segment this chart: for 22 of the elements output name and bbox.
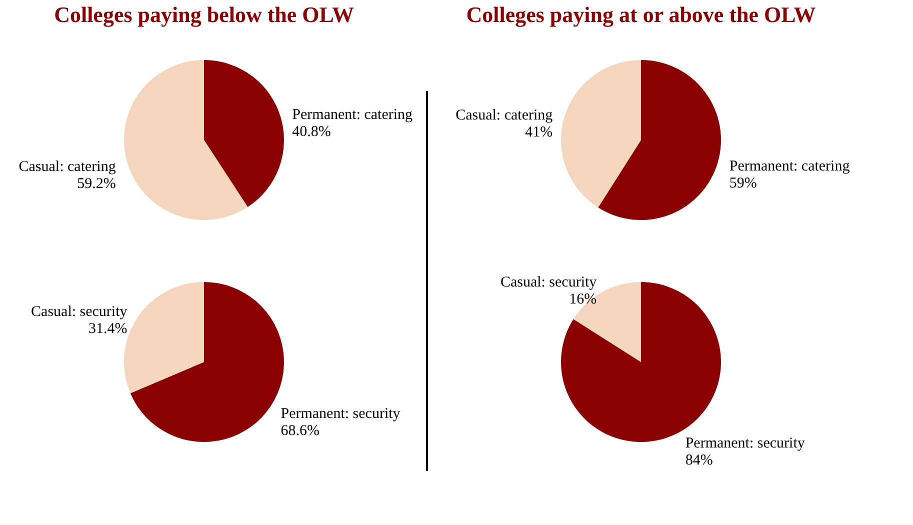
- data-label: 41%: [525, 124, 553, 140]
- chart-title: Colleges paying at or above the OLW: [466, 2, 816, 27]
- slice-label: Casual: catering: [18, 159, 116, 176]
- data-label: 31.4%: [88, 321, 128, 338]
- pie-slice: [598, 60, 721, 220]
- slice-label: Casual: security: [500, 274, 598, 290]
- slice-label: Permanent: security: [280, 406, 401, 422]
- pie-slice: [124, 60, 248, 220]
- data-label: 40.8%: [292, 124, 331, 140]
- pie-slice: [204, 60, 284, 207]
- slice-label: Casual: catering: [456, 107, 554, 124]
- slice-label: Permanent: catering: [729, 158, 850, 175]
- slice-label: Casual: security: [31, 304, 128, 320]
- data-label: 16%: [569, 291, 597, 308]
- data-label: 59.2%: [77, 176, 116, 192]
- data-label: 59%: [729, 176, 757, 192]
- slice-label: Permanent: security: [685, 436, 806, 452]
- chart-title: Colleges paying below the OLW: [54, 2, 354, 27]
- pie-slice: [561, 60, 641, 208]
- slice-label: Permanent: catering: [292, 106, 414, 123]
- data-label: 68.6%: [280, 422, 320, 439]
- data-label: 84%: [685, 452, 713, 469]
